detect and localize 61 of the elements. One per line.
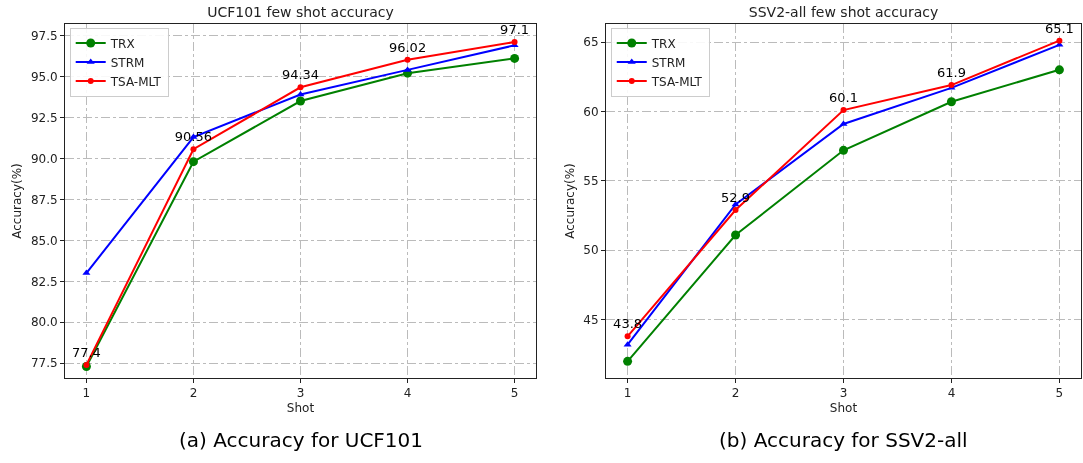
y-tick-label: 80.0 (30, 315, 58, 330)
point (296, 96, 305, 106)
legend-label: TRX (650, 36, 676, 51)
x-tick-label: 5 (1055, 386, 1064, 401)
y-tick-label: 92.5 (30, 110, 58, 125)
chart-title: UCF101 few shot accuracy (207, 3, 394, 20)
legend-label: STRM (651, 55, 686, 70)
data-label: 61.9 (936, 65, 966, 81)
legend-label: TSA-MLT (109, 74, 162, 89)
data-label: 65.1 (1044, 20, 1074, 36)
point (83, 361, 90, 368)
x-tick-label: 4 (947, 386, 956, 401)
y-tick-label: 77.5 (30, 356, 58, 371)
text: (b) Accuracy for SSV2-all (719, 428, 968, 452)
data-label: 97.1 (500, 22, 530, 38)
x-tick-label: 1 (82, 386, 91, 401)
point (404, 56, 411, 63)
point (510, 53, 520, 63)
point (732, 207, 739, 214)
point (840, 107, 847, 114)
point (624, 333, 631, 340)
x-axis-title: Shot (286, 401, 315, 416)
y-tick-label: 97.5 (30, 28, 58, 43)
point (839, 145, 848, 155)
point (623, 356, 633, 366)
point (731, 230, 741, 240)
text: (a) Accuracy for UCF101 (179, 428, 424, 452)
point (1054, 65, 1064, 75)
y-axis-title: Accuracy(%) (10, 163, 25, 239)
y-tick-label: 65 (583, 35, 599, 50)
point (188, 157, 198, 167)
legend-label: TSA-MLT (650, 74, 703, 89)
x-tick-label: 5 (510, 386, 519, 401)
point (946, 97, 956, 107)
y-tick-label: 90.0 (30, 151, 58, 166)
legend-label: STRM (110, 55, 145, 70)
chart-title: SSV2-all few shot accuracy (748, 3, 939, 20)
x-tick-label: 3 (839, 386, 848, 401)
point (190, 146, 197, 153)
y-tick-label: 85.0 (30, 233, 58, 248)
data-label: 94.34 (281, 67, 320, 83)
data-label: 96.02 (388, 39, 427, 55)
data-label: 60.1 (829, 90, 858, 106)
point (297, 84, 304, 91)
point (296, 90, 305, 97)
y-tick-label: 55 (583, 174, 599, 189)
x-tick-label: 2 (731, 386, 740, 401)
y-tick-label: 87.5 (30, 192, 58, 207)
point (1056, 37, 1063, 44)
x-tick-label: 2 (189, 386, 198, 401)
y-tick-label: 60 (583, 104, 599, 119)
y-tick-label: 82.5 (30, 274, 58, 289)
y-tick-label: 95.0 (30, 69, 58, 84)
x-tick-label: 4 (403, 386, 412, 401)
y-tick-label: 45 (583, 312, 599, 327)
y-tick-label: 50 (583, 243, 599, 258)
y-axis-title: Accuracy(%) (562, 163, 577, 239)
x-axis-title: Shot (829, 401, 858, 416)
x-tick-label: 3 (296, 386, 305, 401)
legend-label: TRX (109, 36, 135, 51)
x-tick-label: 1 (623, 386, 632, 401)
